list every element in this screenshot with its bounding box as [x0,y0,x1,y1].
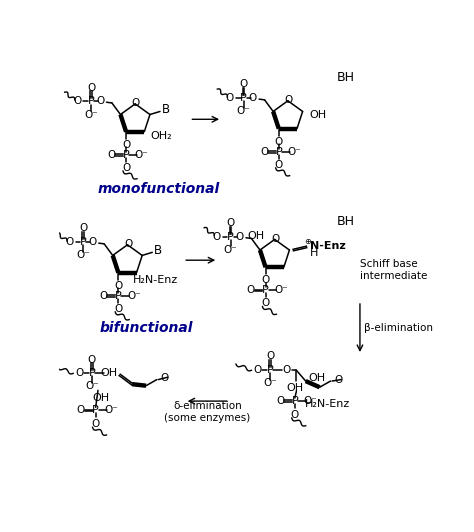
Text: Schiff base
intermediate: Schiff base intermediate [360,260,428,281]
Text: O⁻: O⁻ [224,245,237,255]
Text: P: P [123,150,129,160]
Text: P: P [292,396,298,406]
Text: OH: OH [92,393,109,403]
Text: O: O [132,98,140,108]
Text: O⁻: O⁻ [127,291,141,301]
Text: OH₂: OH₂ [151,131,172,142]
Text: O: O [262,298,270,309]
Text: OH: OH [310,110,327,120]
Text: BH: BH [337,215,355,228]
Text: P: P [80,237,87,247]
Text: O: O [161,373,169,383]
Text: N-Enz: N-Enz [310,241,346,251]
Text: O⁻: O⁻ [263,378,277,388]
Text: H₂N-Enz: H₂N-Enz [133,276,178,285]
Text: P: P [275,147,282,157]
Text: H: H [310,248,319,258]
Text: OH: OH [286,383,303,393]
Text: O: O [91,419,100,429]
Text: O: O [87,82,95,93]
Text: bifunctional: bifunctional [99,321,193,335]
Text: OH: OH [247,231,264,241]
Text: ⊕: ⊕ [304,237,311,246]
Text: P: P [227,232,234,242]
Text: O⁻: O⁻ [135,150,148,160]
Text: monofunctional: monofunctional [97,181,219,196]
Text: O: O [212,232,221,242]
Text: O: O [114,304,122,314]
Text: O: O [334,375,342,385]
Text: P: P [240,93,247,103]
Text: OH: OH [308,373,325,383]
Text: O: O [260,147,268,157]
Text: O: O [274,160,283,170]
Text: O: O [88,354,96,364]
Text: P: P [267,365,273,375]
Text: β-elimination: β-elimination [364,323,433,333]
Text: B: B [161,103,170,115]
Text: O⁻: O⁻ [237,106,251,117]
Text: O: O [122,140,130,150]
Text: O: O [291,410,299,420]
Text: OH: OH [100,368,118,378]
Text: O: O [100,291,108,301]
Text: O: O [65,237,73,247]
Text: O: O [247,285,255,295]
Text: P: P [88,96,94,106]
Text: O⁻: O⁻ [274,285,288,295]
Text: P: P [115,291,122,301]
Text: O⁻: O⁻ [287,147,301,157]
Text: O: O [262,276,270,285]
Text: O: O [236,232,244,242]
Text: O: O [107,150,116,160]
Text: O: O [79,223,87,234]
Text: O: O [266,352,274,361]
Text: O: O [254,365,262,375]
Text: O: O [89,237,97,247]
Text: O: O [282,365,291,375]
Text: P: P [92,405,99,415]
Text: O⁻: O⁻ [85,381,99,392]
Text: O⁻: O⁻ [104,405,118,415]
Text: P: P [89,368,95,378]
Text: O: O [284,95,293,105]
Text: H₂N-Enz: H₂N-Enz [305,399,350,409]
Text: O: O [77,405,85,415]
Text: O: O [226,93,234,103]
Text: O: O [73,96,81,106]
Text: O: O [114,281,122,291]
Text: O: O [249,93,257,103]
Text: O⁻: O⁻ [84,110,98,120]
Text: O: O [274,137,283,147]
Text: O: O [271,234,280,244]
Text: P: P [262,285,269,295]
Text: O: O [122,163,130,173]
Text: O: O [227,218,235,228]
Text: O: O [239,79,248,89]
Text: O⁻: O⁻ [76,251,90,261]
Text: O: O [96,96,104,106]
Text: O⁻: O⁻ [303,396,317,406]
Text: O: O [75,368,83,378]
Text: O: O [276,396,284,406]
Text: BH: BH [337,71,355,84]
Text: O: O [124,239,132,249]
Text: B: B [154,244,162,256]
Text: δ-elimination
(some enzymes): δ-elimination (some enzymes) [164,401,250,423]
